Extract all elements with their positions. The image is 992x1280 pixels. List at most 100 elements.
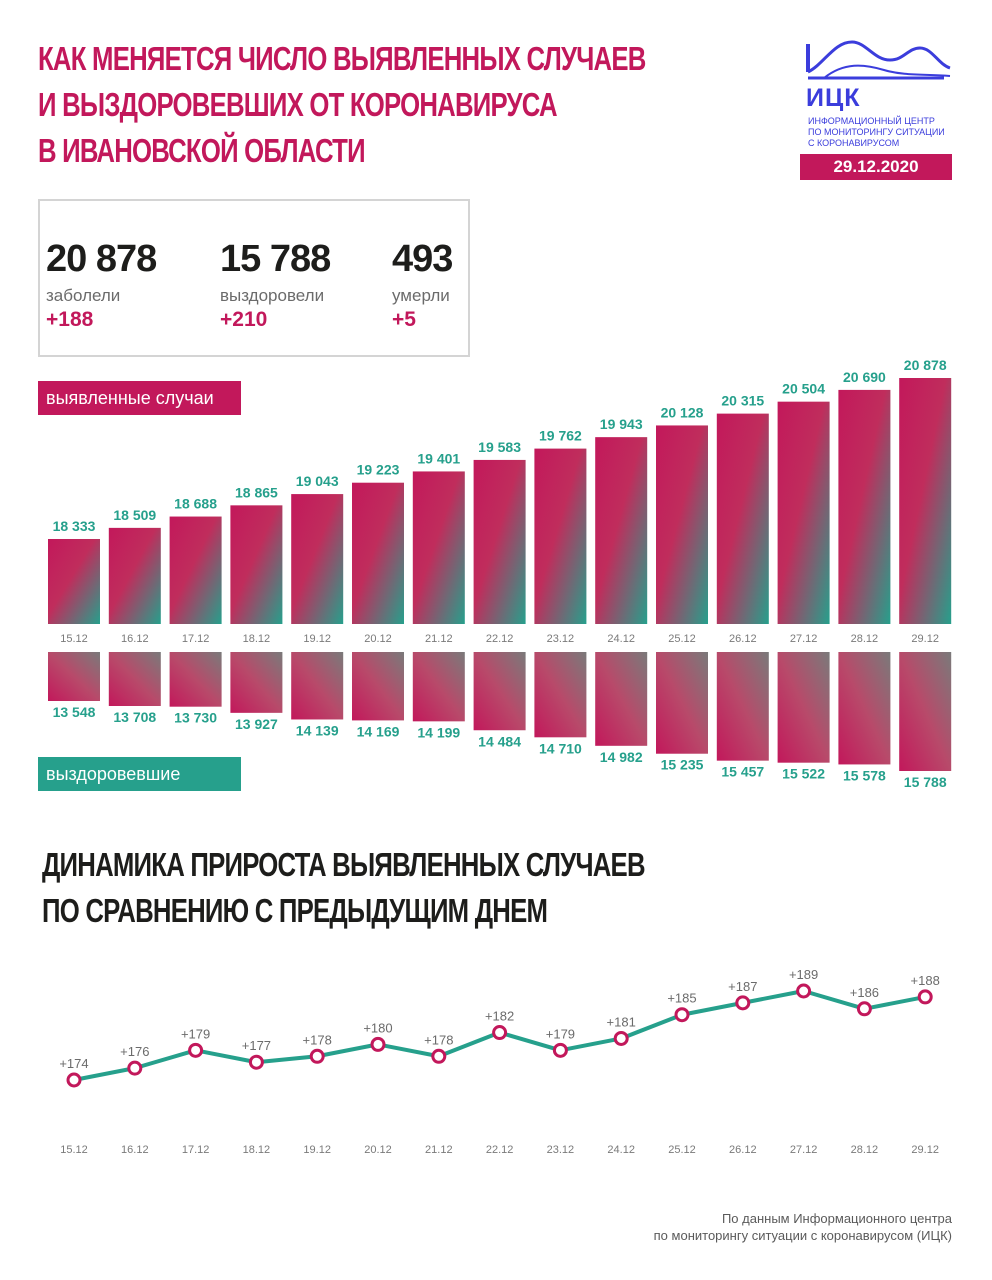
source-note: По данным Информационного центра по мони… [653, 1211, 952, 1243]
growth-value-label: +179 [546, 1026, 575, 1041]
cases-bar [777, 401, 830, 624]
recovered-value-label: 15 457 [721, 764, 764, 780]
growth-value-label: +177 [242, 1038, 271, 1053]
recovered-value-label: 15 235 [661, 757, 704, 773]
cases-bar [412, 471, 465, 624]
growth-tick-label: 26.12 [729, 1144, 757, 1156]
growth-point [188, 1042, 204, 1058]
growth-tick-label: 19.12 [303, 1144, 331, 1156]
cases-tick-label: 18.12 [243, 633, 271, 645]
stat-value: 20 878 [46, 238, 157, 280]
cases-value-label: 19 762 [539, 428, 582, 444]
growth-tick-label: 20.12 [364, 1144, 392, 1156]
recovered-value-label: 14 169 [357, 723, 400, 739]
cases-tick-label: 29.12 [911, 633, 939, 645]
date-badge: 29.12.2020 [800, 154, 952, 180]
cases-tick-label: 22.12 [486, 633, 514, 645]
recovered-value-label: 13 708 [113, 709, 156, 725]
growth-value-label: +176 [120, 1044, 149, 1059]
recovered-bar [48, 652, 100, 701]
stat-recovered: 15 788 выздоровели +210 [220, 237, 331, 333]
growth-value-label: +180 [363, 1020, 392, 1035]
growth-point [431, 1048, 447, 1064]
growth-value-label: +179 [181, 1026, 210, 1041]
logo-text: Информационный центр по мониторингу ситу… [808, 116, 945, 148]
cases-tick-label: 17.12 [182, 633, 210, 645]
cases-tick-label: 28.12 [851, 633, 879, 645]
cases-value-label: 19 943 [600, 416, 643, 432]
growth-value-label: +188 [911, 973, 940, 988]
page-title: Как меняется число выявленных случаев и … [38, 36, 678, 174]
stat-value: 493 [392, 238, 453, 280]
recovered-value-label: 15 522 [782, 766, 825, 782]
cases-value-label: 19 401 [417, 450, 460, 466]
cases-bar [838, 389, 891, 624]
recovered-value-label: 14 982 [600, 749, 643, 765]
growth-point [248, 1054, 264, 1070]
cases-bar [473, 459, 526, 624]
recovered-bar [899, 652, 952, 771]
recovered-bar [352, 652, 404, 721]
cases-tick-label: 20.12 [364, 633, 392, 645]
stat-delta: +5 [392, 308, 416, 331]
cases-value-label: 18 688 [174, 496, 217, 512]
stat-value: 15 788 [220, 238, 331, 280]
recovered-value-label: 13 548 [53, 704, 96, 720]
growth-tick-label: 17.12 [182, 1144, 210, 1156]
growth-tick-label: 18.12 [243, 1144, 271, 1156]
cases-bar [595, 437, 648, 624]
cases-bar [48, 539, 100, 624]
cases-tick-label: 26.12 [729, 633, 757, 645]
stats-box: 20 878 заболели +188 15 788 выздоровели … [38, 199, 470, 357]
recovered-value-label: 15 578 [843, 767, 886, 783]
growth-point [492, 1025, 508, 1041]
recovered-bar-chart: 13 548 13 708 13 730 13 927 14 139 14 169 14 1… [48, 652, 952, 790]
legend-recovered: выздоровевшие [38, 757, 241, 791]
cases-bar [108, 527, 161, 624]
growth-tick-label: 25.12 [668, 1144, 696, 1156]
cases-tick-label: 27.12 [790, 633, 818, 645]
stat-died: 493 умерли +5 [392, 237, 453, 333]
cases-value-label: 20 690 [843, 369, 886, 385]
growth-tick-label: 23.12 [547, 1144, 575, 1156]
growth-point [856, 1001, 872, 1017]
stat-infected: 20 878 заболели +188 [46, 237, 157, 333]
cases-bar [169, 516, 222, 624]
cases-tick-label: 21.12 [425, 633, 453, 645]
growth-point [674, 1007, 690, 1023]
growth-point [613, 1030, 629, 1046]
growth-point [917, 989, 933, 1005]
recovered-value-label: 13 927 [235, 716, 278, 732]
cases-bar [534, 448, 587, 624]
cases-tick-label: 16.12 [121, 633, 149, 645]
logo: ИЦК Информационный центр по мониторингу … [804, 38, 952, 148]
growth-tick-label: 28.12 [851, 1144, 879, 1156]
stat-label: умерли [392, 286, 450, 305]
recovered-bar [777, 652, 830, 763]
recovered-value-label: 13 730 [174, 710, 217, 726]
title-line-2: и выздоровевших от коронавируса [38, 86, 558, 123]
cases-tick-label: 23.12 [547, 633, 575, 645]
recovered-bar [169, 652, 222, 707]
cases-bar [291, 494, 344, 624]
stat-label: заболели [46, 286, 121, 305]
cases-value-label: 20 878 [904, 357, 947, 373]
recovered-bar [108, 652, 161, 706]
growth-tick-label: 27.12 [790, 1144, 818, 1156]
cases-bar [716, 413, 769, 624]
recovered-value-label: 14 484 [478, 733, 521, 749]
line-chart-title: Динамика прироста выявленных случаев по … [42, 842, 802, 934]
cases-bar [899, 378, 952, 624]
growth-value-label: +187 [728, 979, 757, 994]
growth-value-label: +185 [667, 991, 696, 1006]
growth-point [370, 1036, 386, 1052]
recovered-bar [412, 652, 465, 722]
growth-point [309, 1048, 325, 1064]
growth-tick-label: 16.12 [121, 1144, 149, 1156]
stat-delta: +188 [46, 308, 94, 331]
recovered-bar [230, 652, 283, 713]
stat-delta: +210 [220, 308, 268, 331]
growth-tick-label: 15.12 [60, 1144, 88, 1156]
cases-value-label: 18 865 [235, 484, 278, 500]
recovered-value-label: 14 199 [417, 724, 460, 740]
